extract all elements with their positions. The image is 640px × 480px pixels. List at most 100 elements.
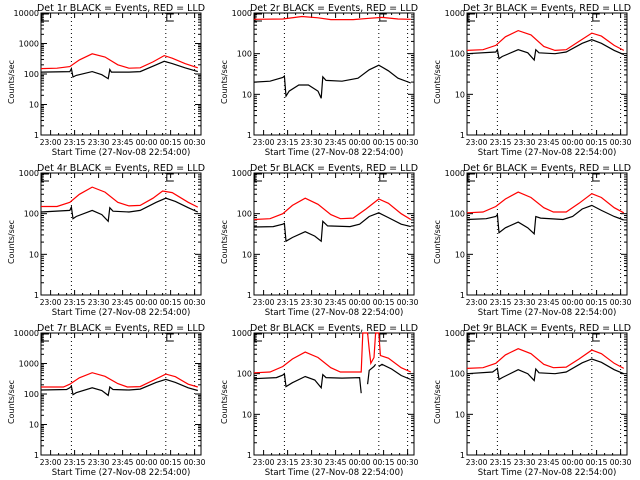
series-events-line — [466, 358, 625, 382]
x-axis-label: Start Time (27-Nov-08 22:54:00) — [265, 308, 404, 318]
series-lld-line — [466, 348, 625, 369]
y-tick-label: 1 — [34, 131, 39, 140]
x-tick-label: 00:00 — [562, 458, 584, 467]
plot-frame — [40, 332, 202, 456]
x-tick-label: 23:15 — [64, 298, 86, 307]
x-tick-label: 23:00 — [466, 458, 488, 467]
y-tick-label: 100 — [237, 50, 252, 59]
y-axis-label: Counts/sec — [433, 380, 442, 424]
x-tick-label: 23:15 — [277, 138, 299, 147]
x-tick-label: 00:15 — [373, 458, 395, 467]
interval-bracket-marker — [166, 333, 174, 342]
series-events-line — [40, 378, 198, 397]
interval-bracket-marker — [592, 13, 600, 22]
detector-plot-9: Det 9r BLACK = Events, RED = LLD 1 10 100 10… — [433, 323, 632, 478]
series-lld-line — [41, 186, 199, 208]
x-tick-label: 23:45 — [325, 298, 347, 307]
x-tick-label: 00:15 — [160, 138, 182, 147]
detector-plot-6: Det 6r BLACK = Events, RED = LLD 1 10 100 10… — [433, 163, 632, 318]
detector-plot-1: Det 1r BLACK = Events, RED = LLD 1 10 100 10… — [7, 3, 206, 158]
x-tick-label: 00:30 — [610, 138, 632, 147]
x-tick-label: 00:15 — [160, 458, 182, 467]
plot-frame — [466, 12, 628, 136]
x-tick-label: 23:30 — [301, 458, 323, 467]
y-tick-label: 10 — [29, 101, 39, 110]
x-tick-label: 23:00 — [466, 298, 488, 307]
x-tick-label: 23:30 — [301, 138, 323, 147]
y-tick-label: 10 — [29, 250, 39, 259]
x-tick-label: 23:15 — [490, 298, 512, 307]
detector-plot-4: Det 4r BLACK = Events, RED = LLD 1 10 100 10… — [7, 163, 206, 318]
y-tick-label: 1000 — [19, 169, 39, 178]
x-tick-label: 23:15 — [277, 298, 299, 307]
interval-bracket-marker — [254, 13, 262, 22]
x-axis-label: Start Time (27-Nov-08 22:54:00) — [52, 308, 191, 318]
y-axis-label: Counts/sec — [433, 60, 442, 104]
x-tick-label: 23:00 — [253, 458, 275, 467]
plot-title: Det 4r BLACK = Events, RED = LLD — [37, 163, 205, 174]
x-tick-label: 23:45 — [538, 138, 560, 147]
interval-bracket-marker — [254, 333, 262, 342]
y-tick-label: 100 — [450, 210, 465, 219]
y-tick-label: 1000 — [232, 169, 252, 178]
plot-frame — [253, 12, 415, 136]
x-tick-label: 00:30 — [397, 298, 419, 307]
x-tick-label: 23:00 — [40, 298, 62, 307]
plot-title: Det 5r BLACK = Events, RED = LLD — [250, 163, 418, 174]
detector-plot-8: Det 8r BLACK = Events, RED = LLD 1 10 100 10… — [220, 323, 419, 478]
x-tick-label: 23:45 — [112, 458, 134, 467]
plot-frame — [466, 172, 628, 296]
x-tick-label: 00:00 — [349, 458, 371, 467]
y-tick-label: 1 — [460, 451, 465, 460]
x-tick-label: 23:15 — [64, 458, 86, 467]
y-axis-label: Counts/sec — [7, 380, 16, 424]
interval-bracket-marker — [254, 173, 262, 182]
x-tick-label: 00:30 — [610, 458, 632, 467]
y-tick-label: 10 — [455, 410, 465, 419]
interval-bracket-marker — [592, 173, 600, 182]
x-tick-label: 23:30 — [514, 298, 536, 307]
x-tick-label: 23:45 — [112, 298, 134, 307]
y-axis-label: Counts/sec — [220, 380, 229, 424]
x-axis-label: Start Time (27-Nov-08 22:54:00) — [478, 468, 617, 478]
plot-frame — [253, 332, 415, 456]
y-axis-label: Counts/sec — [7, 60, 16, 104]
x-tick-label: 00:15 — [586, 298, 608, 307]
x-tick-label: 23:00 — [253, 138, 275, 147]
x-tick-label: 23:15 — [490, 458, 512, 467]
x-tick-label: 23:45 — [538, 458, 560, 467]
series-events-line — [40, 197, 199, 223]
detector-plot-7: Det 7r BLACK = Events, RED = LLD 1 10 100 10… — [7, 323, 206, 478]
series-lld-line — [466, 191, 625, 214]
interval-bracket-marker — [467, 13, 475, 22]
y-tick-label: 1 — [247, 451, 252, 460]
x-tick-label: 00:15 — [373, 138, 395, 147]
detector-plot-3: Det 3r BLACK = Events, RED = LLD 1 10 100 10… — [433, 3, 632, 158]
series-lld-line — [41, 372, 198, 388]
x-tick-label: 00:30 — [184, 298, 206, 307]
series-events-line — [253, 64, 412, 99]
x-tick-label: 00:30 — [397, 458, 419, 467]
series-lld-line — [40, 53, 198, 70]
y-tick-label: 100 — [450, 50, 465, 59]
plot-title: Det 8r BLACK = Events, RED = LLD — [250, 323, 418, 334]
y-tick-label: 1 — [34, 451, 39, 460]
x-tick-label: 00:15 — [586, 138, 608, 147]
y-tick-label: 1 — [460, 131, 465, 140]
y-axis-label: Counts/sec — [220, 220, 229, 264]
x-tick-label: 00:00 — [562, 138, 584, 147]
y-tick-label: 10 — [29, 421, 39, 430]
y-tick-label: 1000 — [232, 329, 252, 338]
plot-title: Det 7r BLACK = Events, RED = LLD — [37, 323, 205, 334]
plot-title: Det 6r BLACK = Events, RED = LLD — [463, 163, 631, 174]
x-axis-label: Start Time (27-Nov-08 22:54:00) — [52, 468, 191, 478]
x-tick-label: 00:15 — [160, 298, 182, 307]
x-tick-label: 23:45 — [538, 298, 560, 307]
x-tick-label: 23:30 — [301, 298, 323, 307]
x-tick-label: 00:00 — [349, 138, 371, 147]
y-tick-label: 1000 — [445, 329, 465, 338]
x-tick-label: 23:30 — [514, 138, 536, 147]
x-tick-label: 00:00 — [136, 138, 158, 147]
x-tick-label: 23:30 — [514, 458, 536, 467]
x-tick-label: 00:15 — [373, 298, 395, 307]
